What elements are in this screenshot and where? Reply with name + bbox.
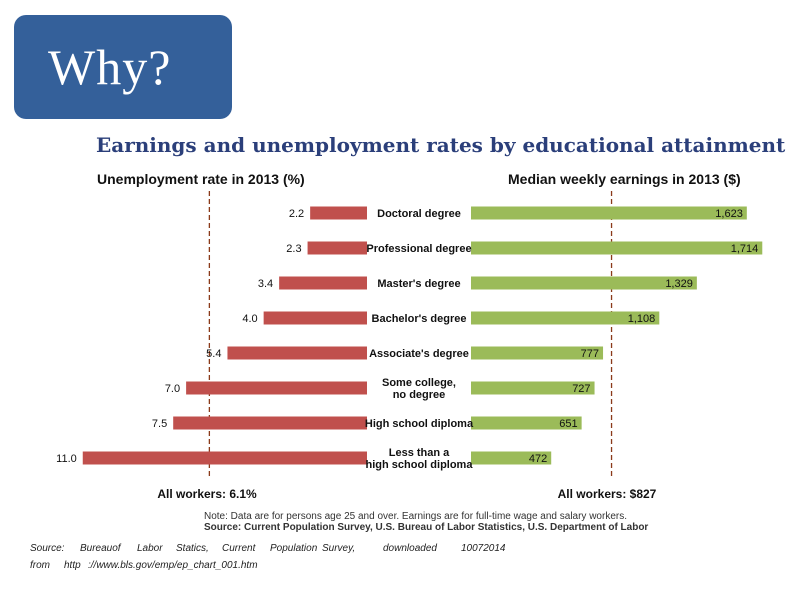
unemployment-value-label: 3.4 — [258, 278, 273, 290]
earnings-bar — [471, 241, 763, 255]
source-credit-word: http — [64, 560, 81, 571]
source-credit-word: Current — [222, 543, 256, 554]
earnings-value-label: 651 — [559, 418, 577, 430]
unemployment-bar — [173, 416, 367, 430]
category-label: high school diploma — [366, 459, 474, 471]
unemployment-value-label: 7.0 — [165, 383, 180, 395]
category-label: Bachelor's degree — [372, 313, 467, 325]
earnings-value-label: 777 — [581, 348, 599, 360]
earnings-value-label: 1,108 — [628, 313, 656, 325]
source-credit-word: Labor — [137, 543, 163, 554]
unemployment-bar — [279, 276, 367, 290]
category-label: Associate's degree — [369, 348, 469, 360]
earnings-bar — [471, 416, 582, 430]
unemployment-bar — [227, 346, 367, 360]
source-credit-word: Survey, — [322, 543, 356, 554]
category-label: Doctoral degree — [377, 208, 461, 220]
unemployment-value-label: 2.2 — [289, 208, 304, 220]
unemployment-bar — [263, 311, 367, 325]
unemployment-bar — [310, 206, 367, 220]
earnings-value-label: 727 — [572, 383, 590, 395]
chart-source: Source: Current Population Survey, U.S. … — [204, 522, 649, 533]
unemployment-value-label: 5.4 — [206, 348, 221, 360]
category-label: Some college, — [382, 377, 456, 389]
left-panel-title: Unemployment rate in 2013 (%) — [97, 171, 305, 187]
unemployment-value-label: 2.3 — [286, 243, 301, 255]
unemployment-bar — [307, 241, 367, 255]
category-label: Master's degree — [377, 278, 460, 290]
source-credit-word: Source: — [30, 543, 65, 554]
earnings-bar — [471, 311, 660, 325]
earnings-bar — [471, 276, 697, 290]
category-label: High school diploma — [365, 418, 474, 430]
earnings-value-label: 1,714 — [731, 243, 759, 255]
category-label: Less than a — [389, 447, 450, 459]
earnings-bar — [471, 346, 604, 360]
source-credit-word: 10072014 — [461, 543, 506, 554]
category-label: Professional degree — [366, 243, 471, 255]
unemployment-value-label: 4.0 — [242, 313, 257, 325]
source-credit-word: Statics, — [176, 543, 209, 554]
source-credit-word: Population — [270, 543, 318, 554]
right-panel-title: Median weekly earnings in 2013 ($) — [508, 171, 741, 187]
earnings-bar — [471, 206, 747, 220]
source-credit-word: downloaded — [383, 543, 437, 554]
source-credit-word: Bureauof — [80, 543, 121, 554]
unemployment-value-label: 7.5 — [152, 418, 167, 430]
category-label: no degree — [393, 389, 446, 401]
earnings-bar — [471, 451, 552, 465]
chart-title: Earnings and unemployment rates by educa… — [96, 133, 786, 157]
earnings-value-label: 472 — [529, 453, 547, 465]
earnings-value-label: 1,329 — [665, 278, 693, 290]
source-credit-word: ://www.bls.gov/emp/ep_chart_001.htm — [88, 560, 258, 571]
chart-note: Note: Data are for persons age 25 and ov… — [204, 511, 627, 522]
left-reference-label: All workers: 6.1% — [157, 487, 257, 501]
source-credit-word: from — [30, 560, 50, 571]
right-reference-label: All workers: $827 — [558, 487, 657, 501]
earnings-value-label: 1,623 — [715, 208, 743, 220]
unemployment-bar — [186, 381, 367, 395]
why-text: Why? — [48, 39, 172, 95]
earnings-bar — [471, 381, 595, 395]
unemployment-bar — [82, 451, 368, 465]
unemployment-value-label: 11.0 — [56, 453, 77, 465]
why-banner: Why? — [14, 15, 232, 119]
